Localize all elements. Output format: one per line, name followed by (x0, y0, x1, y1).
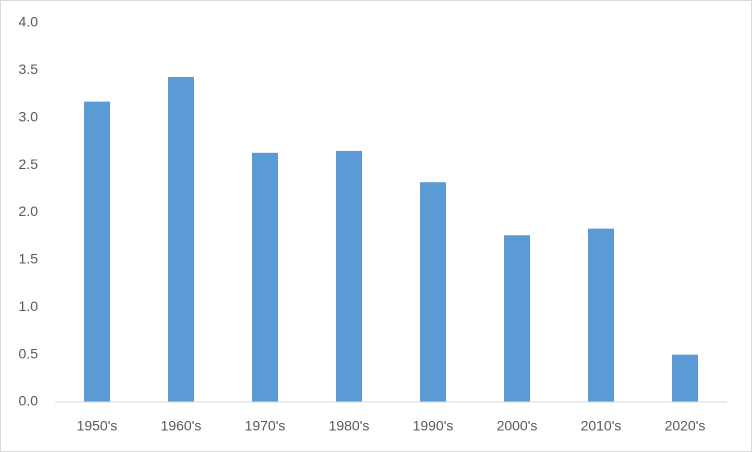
y-tick-label: 4.0 (19, 14, 39, 30)
y-tick-label: 1.5 (19, 251, 39, 267)
x-tick-label: 1960's (161, 418, 202, 434)
y-tick-label: 1.0 (19, 298, 39, 314)
bar (252, 152, 278, 402)
y-tick-label: 0.0 (19, 393, 39, 409)
y-tick-label: 3.0 (19, 108, 39, 124)
x-tick-label: 1970's (245, 418, 286, 434)
y-tick-label: 2.5 (19, 156, 39, 172)
bar (336, 150, 362, 402)
x-tick-label: 1980's (329, 418, 370, 434)
bar (504, 235, 530, 402)
bar (84, 101, 110, 402)
bar (420, 182, 446, 402)
y-tick-label: 3.5 (19, 61, 39, 77)
bar (168, 77, 194, 402)
x-tick-label: 1950's (77, 418, 118, 434)
x-tick-label: 2010's (581, 418, 622, 434)
x-tick-label: 2020's (665, 418, 706, 434)
bar (588, 228, 614, 402)
bar (672, 354, 698, 402)
y-tick-label: 2.0 (19, 203, 39, 219)
x-tick-label: 2000's (497, 418, 538, 434)
x-tick-label: 1990's (413, 418, 454, 434)
y-tick-label: 0.5 (19, 345, 39, 361)
